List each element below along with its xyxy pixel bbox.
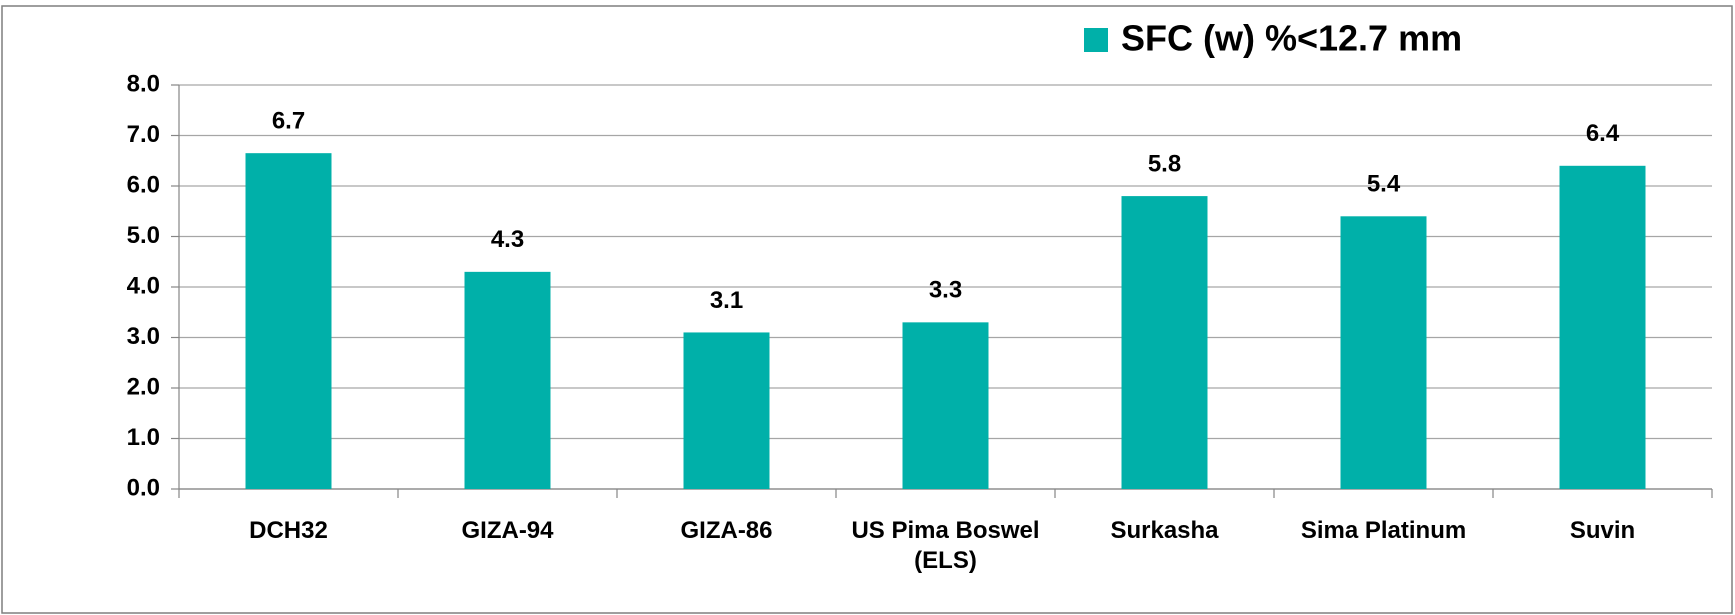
bar [1121,196,1208,489]
y-tick-label: 4.0 [127,272,160,299]
x-tick-label: Suvin [1569,517,1636,544]
data-label: 6.4 [1586,120,1620,147]
y-tick-label: 2.0 [127,373,160,400]
legend-label: SFC (w) %<12.7 mm [1121,18,1462,59]
bar [245,153,332,490]
data-label: 4.3 [491,226,524,253]
data-label: 3.3 [929,277,962,304]
x-tick-label: Surkasha [1110,517,1219,544]
x-tick-label: GIZA-94 [461,517,554,544]
y-tick-label: 1.0 [127,424,160,451]
bar [683,332,770,489]
bar [464,271,551,489]
data-label: 5.8 [1148,150,1181,177]
bar [902,322,989,489]
data-label: 6.7 [272,108,305,135]
y-tick-label: 8.0 [127,70,160,97]
x-tick-label: Sima Platinum [1300,517,1467,544]
x-tick-label: US Pima Boswel (ELS) [851,517,1040,574]
y-tick-label: 6.0 [127,171,160,198]
x-tick-label: DCH32 [249,517,328,544]
legend-swatch [1084,28,1108,52]
y-tick-label: 5.0 [127,222,160,249]
data-label: 3.1 [710,287,743,314]
y-tick-label: 7.0 [127,121,160,148]
bar [1340,216,1427,490]
y-tick-label: 3.0 [127,323,160,350]
x-tick-label: GIZA-86 [680,517,773,544]
data-label: 5.4 [1367,171,1401,198]
y-tick-label: 0.0 [127,474,160,501]
bar [1559,165,1646,490]
